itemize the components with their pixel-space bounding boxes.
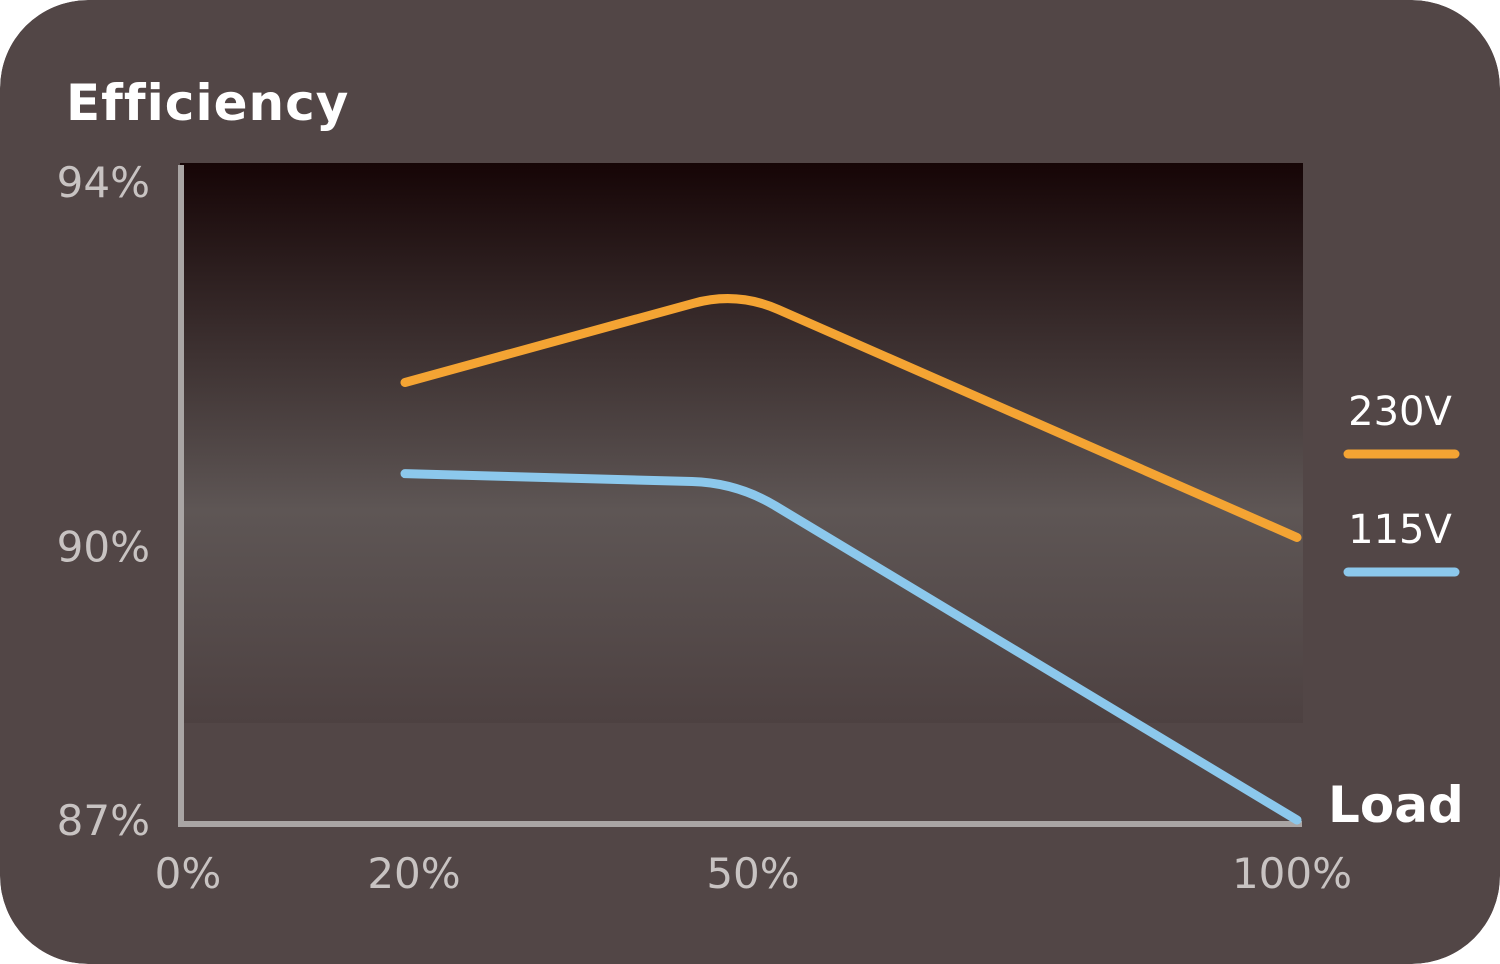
x-axis-label: Load — [1328, 776, 1464, 834]
series-line-115v — [400, 469, 1302, 825]
x-tick-labels: 0% 20% 50% 100% — [155, 849, 1352, 898]
y-tick-label: 94% — [57, 158, 150, 207]
x-tick-label: 0% — [155, 849, 222, 898]
y-tick-label: 87% — [57, 796, 150, 845]
y-tick-labels: 94% 90% 87% — [57, 158, 150, 845]
x-tick-label: 50% — [706, 849, 799, 898]
x-tick-label: 100% — [1232, 849, 1352, 898]
y-tick-label: 90% — [57, 523, 150, 572]
series-line-230v — [400, 294, 1302, 542]
chart-title: Efficiency — [66, 74, 349, 132]
legend: 230V 115V — [1343, 389, 1460, 577]
series-lines — [400, 294, 1302, 825]
plot-area — [180, 163, 1303, 723]
legend-label-115v: 115V — [1348, 507, 1452, 553]
legend-label-230v: 230V — [1348, 389, 1452, 435]
x-tick-label: 20% — [367, 849, 460, 898]
